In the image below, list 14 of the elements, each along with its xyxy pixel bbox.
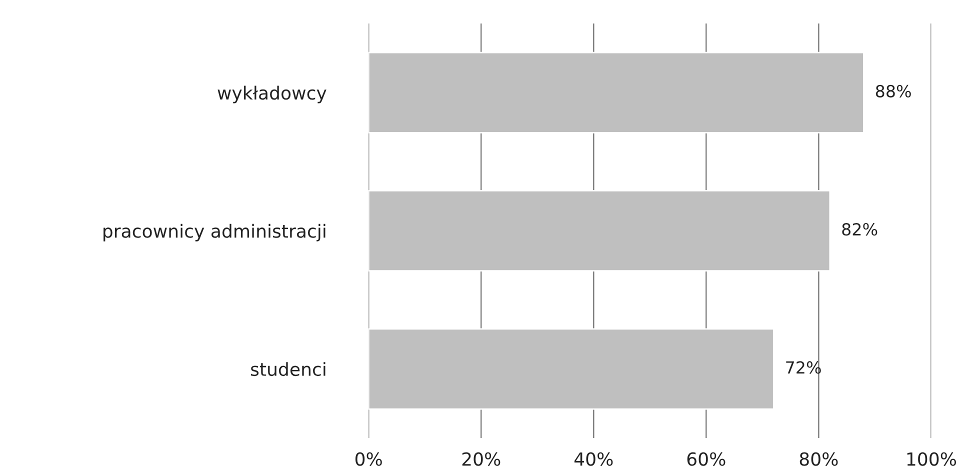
x-tick-label: 80%	[800, 452, 838, 466]
x-tick-label: 0%	[355, 452, 382, 466]
x-tick-label: 60%	[687, 452, 726, 466]
y-tick-label: pracownicy administracji	[104, 224, 326, 242]
data-label: 82%	[842, 223, 878, 236]
y-tick-label: wykładowcy	[218, 86, 326, 104]
bar	[368, 328, 774, 410]
x-tick-label: 40%	[574, 452, 613, 466]
data-label: 88%	[876, 84, 911, 98]
y-tick-label: studenci	[251, 362, 326, 376]
bar	[368, 52, 864, 134]
bar	[368, 190, 831, 272]
x-tick-label: 20%	[462, 452, 500, 466]
x-tick-label: 100%	[907, 452, 956, 466]
